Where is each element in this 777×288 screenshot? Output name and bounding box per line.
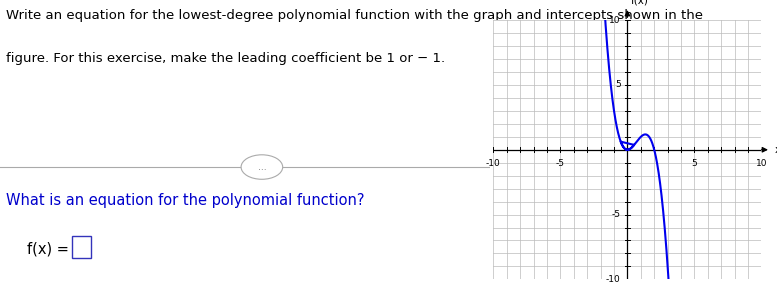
Text: 10: 10 [756,159,767,168]
Text: 10: 10 [609,16,621,25]
Text: What is an equation for the polynomial function?: What is an equation for the polynomial f… [6,193,364,208]
Text: -10: -10 [486,159,500,168]
Text: f(x) =: f(x) = [27,242,69,257]
Text: -5: -5 [556,159,565,168]
Text: -10: -10 [606,275,621,284]
Text: 5: 5 [692,159,697,168]
Text: -5: -5 [611,210,621,219]
FancyBboxPatch shape [72,236,91,258]
Text: ...: ... [257,162,267,172]
Text: figure. For this exercise, make the leading coefficient be 1 or − 1.: figure. For this exercise, make the lead… [6,52,445,65]
Text: 5: 5 [615,80,621,90]
Text: Write an equation for the lowest-degree polynomial function with the graph and i: Write an equation for the lowest-degree … [6,9,703,22]
Text: x: x [775,145,777,155]
Text: f(x): f(x) [631,0,649,6]
Ellipse shape [241,155,283,179]
